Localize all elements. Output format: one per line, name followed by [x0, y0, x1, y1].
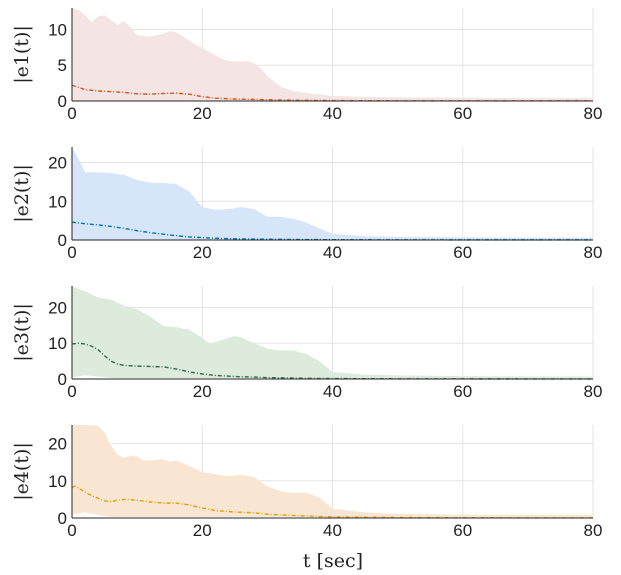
- x-tick-label: 80: [584, 521, 603, 540]
- y-tick-label: 20: [48, 154, 67, 173]
- y-tick-label: 10: [48, 472, 67, 491]
- y-tick-label: 20: [48, 298, 67, 317]
- x-tick-label: 80: [584, 382, 603, 401]
- x-tick-label: 20: [193, 243, 212, 262]
- subplot-stack: 0 20 40 60 80 0 5 10 |e1(t)| 0 20 40 60 80 0 10 20 |e2(t)…: [11, 8, 602, 540]
- band-e3: [72, 286, 593, 379]
- band-e1: [72, 8, 593, 101]
- x-tick-label: 0: [67, 382, 76, 401]
- y-tick-label: 10: [48, 20, 67, 39]
- subplot-e4: 0 20 40 60 80 0 10 20 |e4(t)|: [11, 425, 602, 540]
- x-tick-label: 60: [453, 243, 472, 262]
- x-tick-label: 20: [193, 104, 212, 123]
- band-e4: [72, 425, 593, 517]
- x-tick-label: 60: [453, 104, 472, 123]
- y-tick-label: 0: [58, 231, 67, 250]
- x-tick-label: 20: [193, 521, 212, 540]
- x-tick-label: 40: [323, 104, 342, 123]
- subplot-e2: 0 20 40 60 80 0 10 20 |e2(t)|: [11, 147, 602, 262]
- subplot-e1: 0 20 40 60 80 0 5 10 |e1(t)|: [11, 8, 602, 123]
- y-tick-label: 20: [48, 435, 67, 454]
- mean-line-e4: [71, 485, 593, 519]
- x-tick-label: 20: [193, 382, 212, 401]
- mean-line-e1: [71, 84, 593, 102]
- x-tick-label: 80: [584, 243, 603, 262]
- y-axis-label-e2: |e2(t)|: [11, 164, 33, 223]
- y-tick-label: 10: [48, 334, 67, 353]
- x-tick-label: 0: [67, 521, 76, 540]
- x-axis-label: t [sec]: [303, 550, 363, 572]
- x-tick-label: 40: [323, 382, 342, 401]
- y-tick-label: 0: [58, 92, 67, 111]
- y-axis-label-e3: |e3(t)|: [11, 303, 33, 362]
- x-tick-label: 0: [67, 104, 76, 123]
- y-tick-label: 0: [58, 370, 67, 389]
- band-e2: [72, 147, 593, 240]
- y-tick-label: 5: [58, 56, 67, 75]
- x-tick-label: 60: [453, 382, 472, 401]
- subplot-e3: 0 20 40 60 80 0 10 20 |e3(t)|: [11, 286, 602, 401]
- x-tick-label: 40: [323, 521, 342, 540]
- y-axis-label-e1: |e1(t)|: [11, 25, 33, 84]
- x-tick-label: 0: [67, 243, 76, 262]
- x-tick-label: 80: [584, 104, 603, 123]
- y-axis-label-e4: |e4(t)|: [11, 442, 33, 501]
- mean-line-e2: [71, 221, 593, 241]
- x-tick-label: 40: [323, 243, 342, 262]
- y-tick-label: 0: [58, 509, 67, 528]
- x-tick-label: 60: [453, 521, 472, 540]
- y-tick-label: 10: [48, 192, 67, 211]
